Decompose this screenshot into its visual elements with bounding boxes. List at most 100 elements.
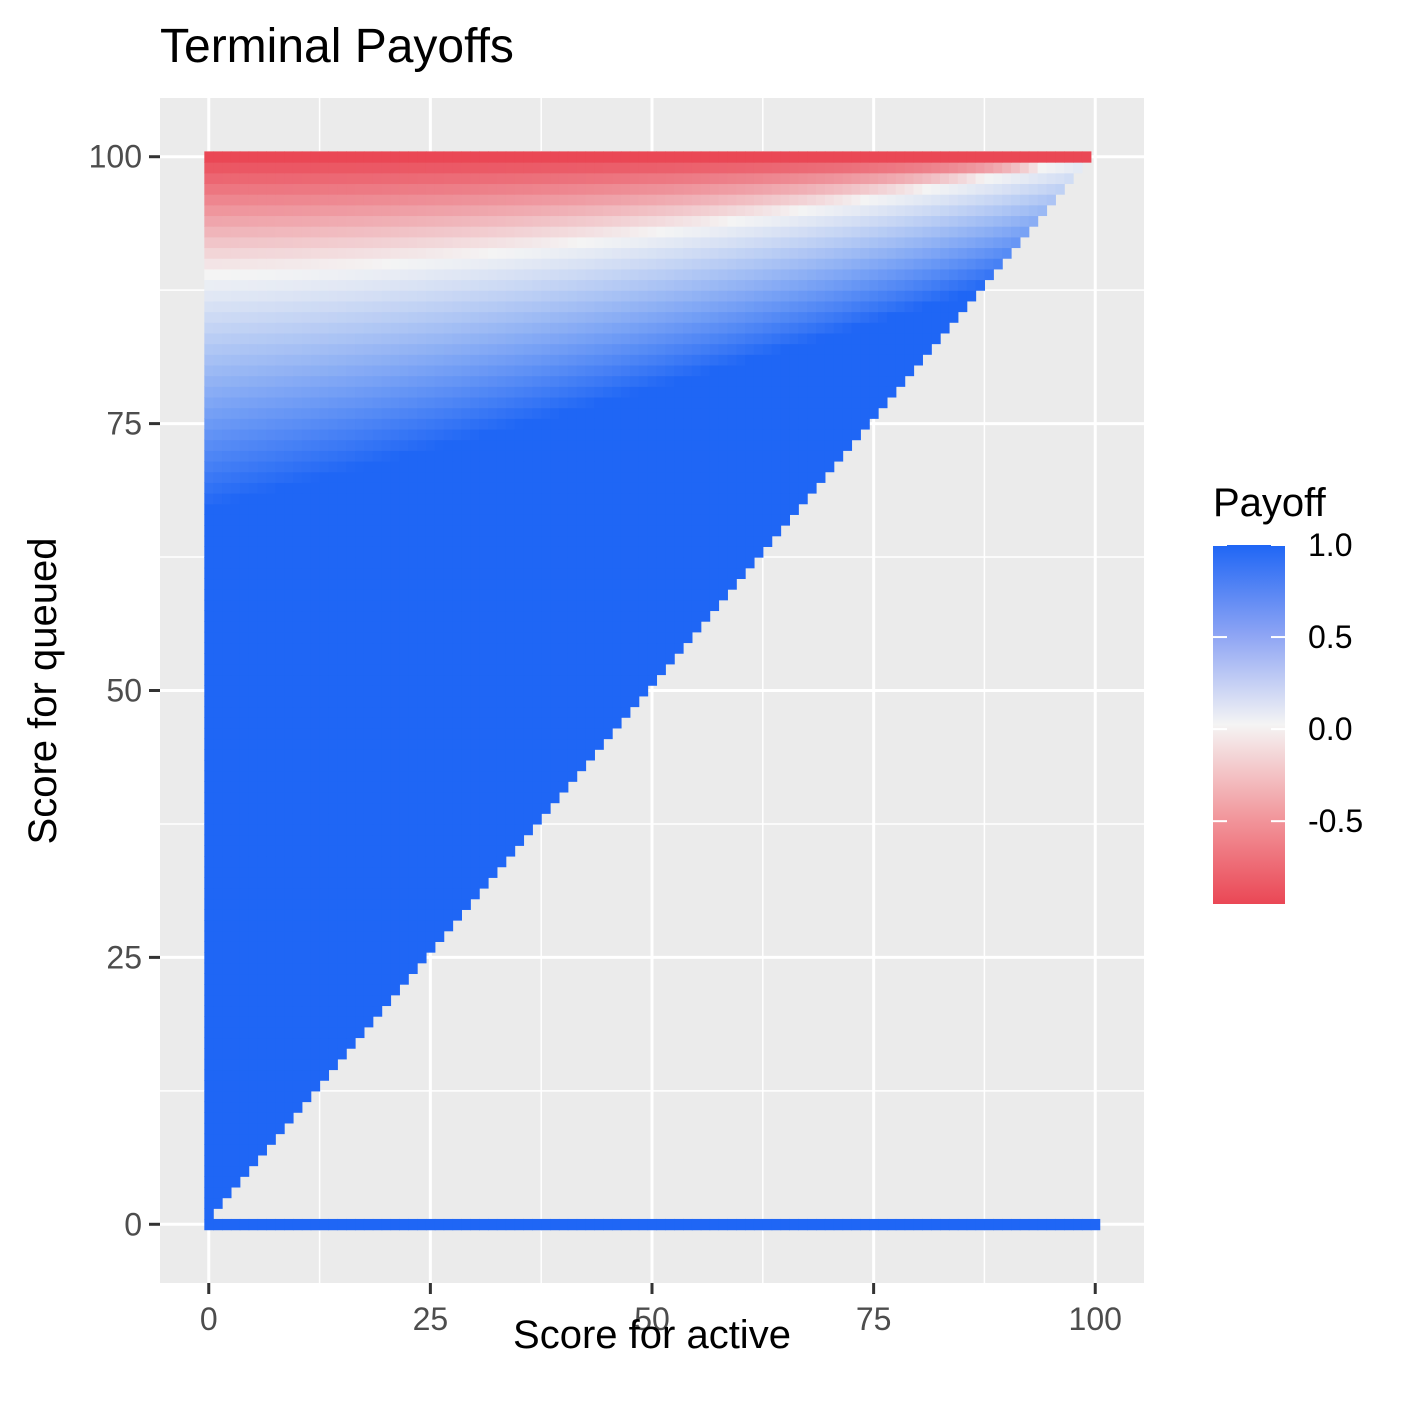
heatmap-cell: [390, 1219, 399, 1230]
heatmap-cell: [320, 568, 329, 579]
heatmap-cell: [355, 1005, 364, 1016]
heatmap-cell: [337, 963, 346, 974]
heatmap-cell: [293, 418, 302, 429]
heatmap-cell: [258, 1069, 267, 1080]
heatmap-cell: [656, 536, 665, 547]
heatmap-cell: [426, 215, 435, 226]
heatmap-cell: [541, 728, 550, 739]
heatmap-cell: [656, 557, 665, 568]
heatmap-cell: [408, 344, 417, 355]
heatmap-cell: [435, 290, 444, 301]
heatmap-cell: [470, 258, 479, 269]
heatmap-cell: [1046, 173, 1055, 184]
heatmap-cell: [293, 1059, 302, 1070]
heatmap-cell: [754, 237, 763, 248]
heatmap-cell: [532, 397, 541, 408]
heatmap-cell: [328, 632, 337, 643]
heatmap-cell: [515, 354, 524, 365]
heatmap-cell: [444, 183, 453, 194]
heatmap-cell: [843, 269, 852, 280]
heatmap-cell: [523, 194, 532, 205]
heatmap-cell: [736, 312, 745, 323]
heatmap-cell: [240, 931, 249, 942]
heatmap-cell: [328, 824, 337, 835]
heatmap-cell: [204, 909, 213, 920]
heatmap-cell: [577, 269, 586, 280]
heatmap-cell: [231, 173, 240, 184]
heatmap-cell: [258, 418, 267, 429]
heatmap-cell: [320, 365, 329, 376]
heatmap-cell: [630, 642, 639, 653]
heatmap-cell: [798, 493, 807, 504]
heatmap-cell: [745, 173, 754, 184]
heatmap-cell: [355, 183, 364, 194]
heatmap-cell: [781, 258, 790, 269]
heatmap-cell: [550, 450, 559, 461]
heatmap-cell: [355, 578, 364, 589]
heatmap-cell: [266, 589, 275, 600]
heatmap-cell: [355, 664, 364, 675]
heatmap-cell: [453, 472, 462, 483]
heatmap-cell: [710, 450, 719, 461]
heatmap-cell: [364, 557, 373, 568]
heatmap-cell: [550, 493, 559, 504]
heatmap-cell: [630, 482, 639, 493]
heatmap-cell: [515, 215, 524, 226]
heatmap-cell: [683, 557, 692, 568]
heatmap-cell: [674, 386, 683, 397]
heatmap-cell: [222, 589, 231, 600]
heatmap-cell: [523, 824, 532, 835]
heatmap-cell: [896, 322, 905, 333]
heatmap-cell: [993, 183, 1002, 194]
heatmap-cell: [470, 867, 479, 878]
heatmap-cell: [532, 514, 541, 525]
heatmap-cell: [240, 1069, 249, 1080]
heatmap-cell: [515, 578, 524, 589]
heatmap-cell: [213, 269, 222, 280]
heatmap-cell: [639, 386, 648, 397]
heatmap-cell: [594, 664, 603, 675]
heatmap-cell: [213, 205, 222, 216]
heatmap-cell: [621, 183, 630, 194]
heatmap-cell: [594, 312, 603, 323]
heatmap-cell: [213, 739, 222, 750]
heatmap-cell: [683, 632, 692, 643]
heatmap-cell: [240, 792, 249, 803]
heatmap-cell: [479, 760, 488, 771]
heatmap-cell: [328, 803, 337, 814]
heatmap-cell: [249, 856, 258, 867]
heatmap-cell: [408, 279, 417, 290]
heatmap-cell: [453, 408, 462, 419]
heatmap-cell: [479, 472, 488, 483]
heatmap-cell: [754, 546, 763, 557]
heatmap-cell: [541, 344, 550, 355]
heatmap-cell: [701, 461, 710, 472]
heatmap-cell: [453, 803, 462, 814]
heatmap-cell: [772, 247, 781, 258]
heatmap-cell: [266, 333, 275, 344]
heatmap-cell: [754, 482, 763, 493]
heatmap-cell: [249, 664, 258, 675]
heatmap-cell: [390, 536, 399, 547]
heatmap-cell: [718, 536, 727, 547]
heatmap-cell: [550, 279, 559, 290]
heatmap-cell: [639, 536, 648, 547]
heatmap-cell: [293, 461, 302, 472]
heatmap-cell: [905, 365, 914, 376]
heatmap-cell: [701, 173, 710, 184]
heatmap-cell: [249, 717, 258, 728]
heatmap-cell: [399, 1219, 408, 1230]
heatmap-cell: [302, 1037, 311, 1048]
heatmap-cell: [311, 183, 320, 194]
heatmap-cell: [798, 418, 807, 429]
heatmap-cell: [390, 888, 399, 899]
heatmap-cell: [240, 824, 249, 835]
heatmap-cell: [355, 995, 364, 1006]
heatmap-cell: [967, 247, 976, 258]
heatmap-cell: [683, 600, 692, 611]
heatmap-cell: [275, 205, 284, 216]
heatmap-cell: [320, 685, 329, 696]
heatmap-cell: [275, 408, 284, 419]
heatmap-cell: [417, 546, 426, 557]
heatmap-cell: [266, 344, 275, 355]
